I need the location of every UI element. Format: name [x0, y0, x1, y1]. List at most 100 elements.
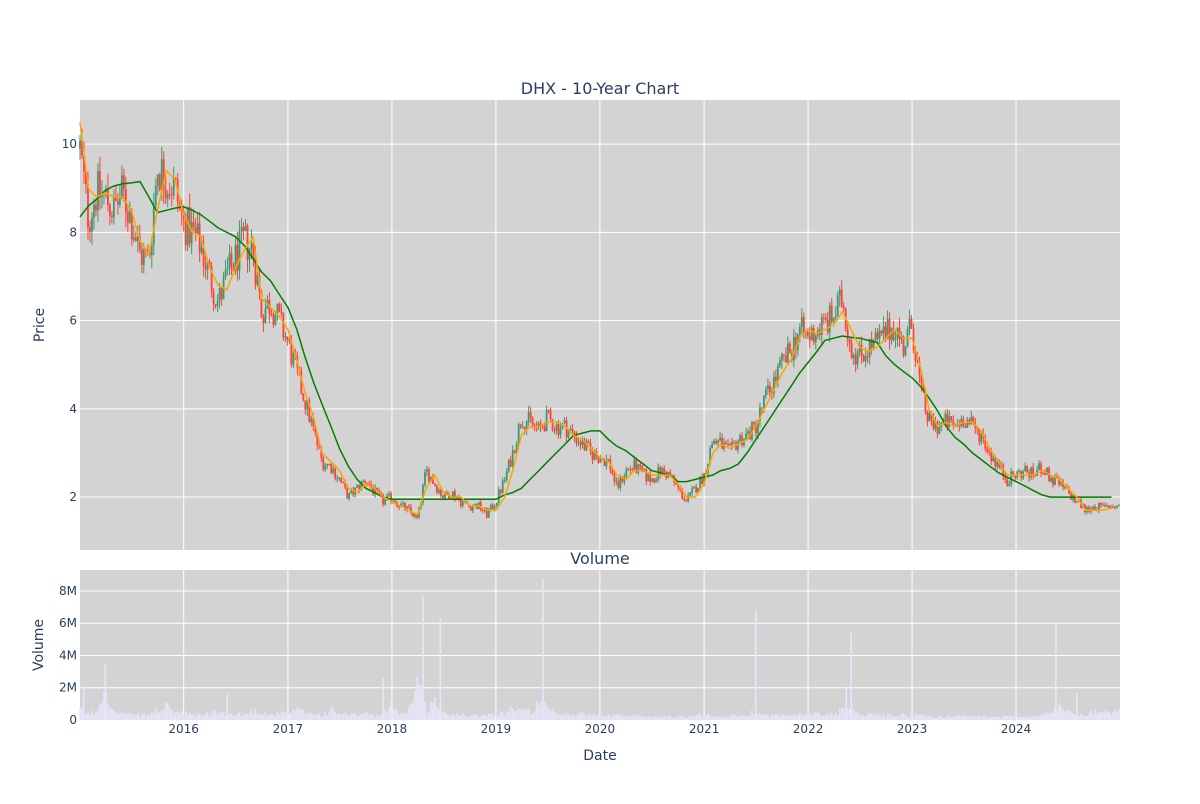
candle-body [902, 336, 905, 356]
volume-bar [238, 712, 241, 720]
candle-body [980, 433, 983, 443]
candle-body [1088, 507, 1090, 512]
candle-body [1046, 467, 1048, 475]
volume-bar [902, 713, 905, 720]
volume-bar [276, 711, 279, 720]
candle-body [497, 489, 500, 503]
volume-bar [571, 714, 574, 720]
volume-bar [85, 714, 87, 720]
volume-bar [470, 714, 472, 720]
volume-bar [539, 701, 542, 720]
volume-bar [547, 708, 550, 720]
candle-body [551, 419, 554, 431]
candle-body [976, 427, 979, 429]
volume-bar [236, 713, 239, 720]
candle-body [798, 326, 801, 335]
volume-bar [1024, 716, 1026, 720]
volume-bar [818, 714, 821, 720]
volume-bar [1072, 713, 1074, 720]
volume-bar [533, 711, 536, 720]
volume-bar [653, 716, 656, 720]
candle-body [398, 506, 400, 508]
volume-bar [216, 714, 219, 720]
candle-body [85, 171, 87, 185]
candle-body [531, 417, 534, 425]
volume-bar [150, 712, 153, 720]
candle-body [914, 349, 917, 361]
volume-bar [575, 715, 578, 720]
volume-bar [890, 716, 893, 720]
volume-bar [775, 714, 777, 720]
candle-body [886, 318, 889, 339]
volume-bar [477, 716, 480, 720]
candle-body [190, 222, 193, 244]
candle-body [270, 314, 273, 316]
x-tick-label: 2020 [585, 722, 616, 736]
candle-body [164, 189, 167, 199]
volume-bar [141, 714, 143, 720]
candle-body [501, 480, 504, 493]
candle-body [216, 301, 219, 306]
volume-y-tick-label: 0 [69, 713, 77, 727]
volume-bar [729, 715, 731, 720]
candle-body [1030, 467, 1033, 478]
candle-body [864, 356, 867, 362]
volume-bar [246, 713, 249, 720]
volume-bar [820, 716, 823, 720]
volume-bar [631, 715, 634, 720]
volume-bar [430, 701, 432, 720]
volume-bar [400, 712, 402, 720]
candle-body [366, 482, 369, 484]
candle-body [130, 211, 133, 240]
candle-body [631, 469, 634, 471]
volume-bar [270, 713, 273, 720]
volume-bar [810, 716, 813, 720]
candle-body [218, 288, 221, 302]
candle-body [972, 417, 975, 423]
candle-body [904, 346, 907, 356]
candle-body [711, 444, 713, 449]
candle-body [619, 476, 622, 488]
volume-bar [346, 714, 348, 720]
volume-bar [858, 715, 861, 720]
volume-bar [914, 713, 917, 720]
volume-bar [336, 713, 339, 720]
volume-bar [924, 715, 927, 720]
volume-bar [378, 715, 380, 720]
volume-bar [503, 715, 506, 720]
volume-bar [214, 710, 217, 720]
candle-body [814, 335, 817, 343]
volume-bar [587, 713, 590, 720]
candle-body [729, 444, 731, 446]
candle-body [246, 225, 249, 260]
candle-body [356, 485, 359, 488]
volume-bar [543, 702, 546, 720]
volume-bar [920, 714, 923, 720]
candle-body [368, 483, 371, 485]
volume-bar [184, 711, 187, 720]
volume-bar [1062, 709, 1064, 720]
candle-body [553, 430, 556, 432]
candle-body [274, 315, 277, 325]
volume-bar [1110, 714, 1112, 720]
volume-bar [180, 710, 183, 720]
candle-body [547, 409, 550, 411]
candle-body [1032, 467, 1035, 476]
candle-body [533, 424, 536, 426]
volume-bar [870, 713, 873, 720]
volume-bar [531, 713, 534, 720]
volume-bar [394, 708, 396, 720]
candle-body [784, 355, 787, 363]
volume-bar [474, 714, 476, 720]
volume-bar [910, 713, 913, 720]
candle-body [1115, 505, 1118, 509]
volume-bar [444, 711, 446, 720]
candle-body [677, 484, 680, 488]
volume-bar [968, 715, 971, 720]
volume-bar [1026, 717, 1028, 720]
volume-bar [101, 702, 103, 720]
volume-bar [342, 713, 345, 720]
candle-body [988, 451, 991, 453]
volume-bar [747, 715, 749, 720]
volume-bar [1074, 714, 1076, 720]
